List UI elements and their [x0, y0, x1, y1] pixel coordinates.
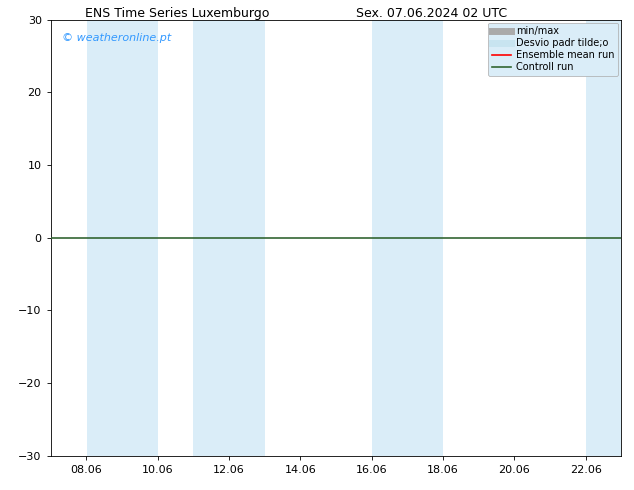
Text: Sex. 07.06.2024 02 UTC: Sex. 07.06.2024 02 UTC: [356, 7, 507, 21]
Bar: [586, 20, 621, 456]
Bar: [372, 20, 443, 456]
Legend: min/max, Desvio padr tilde;o, Ensemble mean run, Controll run: min/max, Desvio padr tilde;o, Ensemble m…: [488, 23, 618, 76]
Bar: [87, 20, 158, 456]
Text: ENS Time Series Luxemburgo: ENS Time Series Luxemburgo: [86, 7, 269, 21]
Bar: [193, 20, 264, 456]
Text: © weatheronline.pt: © weatheronline.pt: [62, 33, 171, 43]
